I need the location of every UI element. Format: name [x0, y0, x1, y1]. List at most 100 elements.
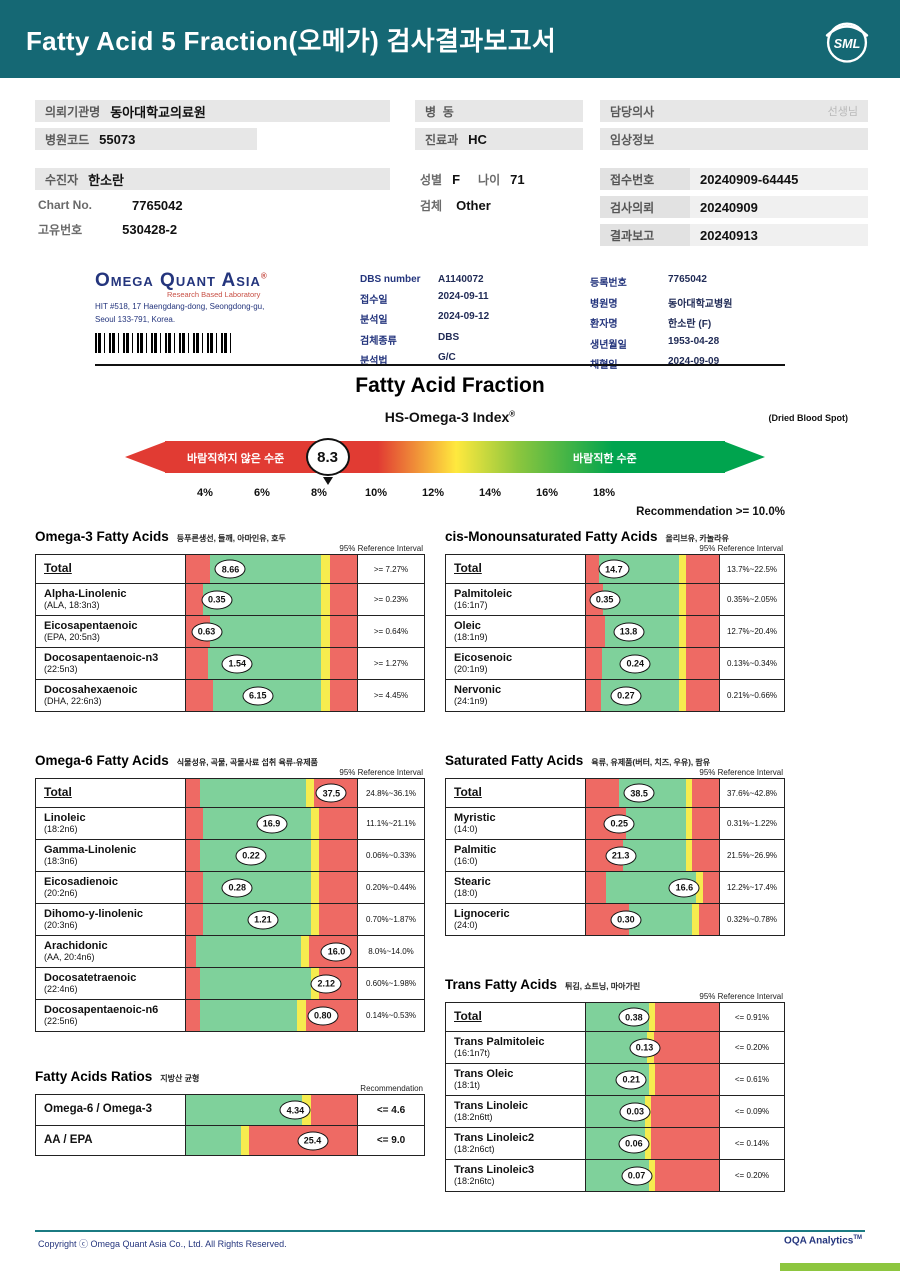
- range-bar: 21.3: [586, 840, 720, 871]
- value-marker: 16.9: [256, 814, 287, 833]
- value-marker: 0.38: [618, 1007, 650, 1027]
- analyte-cell: Trans Palmitoleic (16:1n7t): [446, 1032, 586, 1063]
- analyte-cell: Omega-6 / Omega-3: [36, 1095, 186, 1125]
- analyte-cell: Total: [446, 779, 586, 807]
- red-zone: [655, 1064, 719, 1095]
- index-name: HS-Omega-3 Index: [384, 409, 510, 425]
- analyte-name: Total: [44, 785, 72, 800]
- field-order-date: 검사의뢰 20240909: [600, 196, 868, 218]
- oqa-analytics-brand: OQA AnalyticsTM: [784, 1235, 862, 1246]
- barcode: [95, 332, 235, 353]
- detail-label: 환자명: [590, 319, 618, 330]
- field-value: 동아대학교의료원: [110, 104, 206, 120]
- lab-logo: Omega Quant Asia®: [95, 270, 785, 292]
- field-value: 20240909: [690, 196, 868, 218]
- analyte-name: Stearic: [454, 876, 491, 889]
- analyte-name: Trans Linoleic2: [454, 1132, 535, 1145]
- field-label: 병원코드: [45, 132, 90, 147]
- analyte-code: (18:1n9): [454, 631, 488, 642]
- reference-interval-label: Recommendation: [360, 1084, 423, 1093]
- yellow-zone: [648, 1064, 656, 1095]
- red-zone: [186, 904, 204, 935]
- scale-label: 8%: [311, 487, 327, 499]
- analyte-name: Docosapentaenoic-n3: [44, 652, 159, 665]
- table-section-cismono: cis-Monounsaturated Fatty Acids 올리브유, 카놀라…: [445, 528, 785, 712]
- analyte-name: Eicosenoic: [454, 652, 513, 665]
- red-zone: [319, 808, 357, 839]
- footer-divider: [35, 1230, 865, 1232]
- value-marker: 2.12: [310, 974, 342, 993]
- scale-label: 12%: [421, 487, 445, 499]
- table-row: Trans Oleic (18:1t) 0.21 <= 0.61%: [446, 1063, 784, 1095]
- red-zone: [703, 872, 719, 903]
- green-zone: [199, 968, 311, 999]
- field-department: 진료과 HC: [415, 128, 583, 150]
- analyte-code: (20:1n9): [454, 663, 488, 674]
- reference-value: 0.60%~1.98%: [365, 979, 417, 988]
- table-row: Eicosenoic (20:1n9) 0.24 0.13%~0.34%: [446, 647, 784, 679]
- sex-value: F: [452, 171, 461, 187]
- reference-value: <= 4.6: [376, 1104, 406, 1116]
- reference-value: <= 0.61%: [734, 1075, 770, 1084]
- table-title: Omega-6 Fatty Acids: [35, 753, 169, 768]
- detail-label: DBS number: [360, 274, 421, 285]
- analyte-cell: Eicosenoic (20:1n9): [446, 648, 586, 679]
- table-row: Docosatetraenoic (22:4n6) 2.12 0.60%~1.98%: [36, 967, 424, 999]
- red-zone: [655, 1003, 719, 1031]
- analyte-cell: Trans Oleic (18:1t): [446, 1064, 586, 1095]
- table-row: Docosapentaenoic-n6 (22:5n6) 0.80 0.14%~0.5…: [36, 999, 424, 1031]
- registered-mark: ®: [260, 271, 268, 281]
- lab-detail-row: DBS number A1140072: [360, 274, 489, 285]
- field-doctor: 담당의사 선생님: [600, 100, 868, 122]
- table-row: Total 38.5 37.6%~42.8%: [446, 779, 784, 807]
- analyte-name: Trans Oleic: [454, 1068, 514, 1081]
- field-sex-age: 성별 F 나이 71: [420, 168, 525, 190]
- analyte-name: Gamma-Linolenic: [44, 844, 137, 857]
- analyte-cell: Trans Linoleic (18:2n6tt): [446, 1096, 586, 1127]
- analyte-name: Eicosadienoic: [44, 876, 118, 889]
- reference-value: <= 0.20%: [734, 1043, 770, 1052]
- field-value: Other: [456, 197, 491, 213]
- reference-interval-label: 95% Reference Interval: [699, 544, 783, 553]
- analyte-cell: Gamma-Linolenic (18:3n6): [36, 840, 186, 871]
- field-value: 20240909-64445: [690, 168, 868, 190]
- table-row: Trans Linoleic (18:2n6tt) 0.03 <= 0.09%: [446, 1095, 784, 1127]
- reference-value: 12.2%~17.4%: [726, 883, 778, 892]
- footer-green-strip: [780, 1263, 900, 1271]
- table-subtitle-korean: 튀김, 쇼트닝, 마아가린: [565, 982, 641, 991]
- red-zone: [685, 584, 719, 615]
- yellow-zone: [310, 808, 320, 839]
- result-table: Total 14.7 13.7%~22.5% Palmitoleic (16:1n7) 0…: [445, 554, 785, 712]
- table-row: Arachidonic (AA, 20:4n6) 16.0 8.0%~14.0%: [36, 935, 424, 967]
- table-title: Trans Fatty Acids: [445, 977, 558, 992]
- range-bar: 38.5: [586, 779, 720, 807]
- yellow-zone: [679, 680, 686, 711]
- table-title: Fatty Acids Ratios: [35, 1069, 153, 1084]
- analyte-cell: Alpha-Linolenic (ALA, 18:3n3): [36, 584, 186, 615]
- field-hospital-code: 병원코드 55073: [35, 128, 257, 150]
- gauge-right-arrowhead-icon: [723, 441, 765, 473]
- range-bar: 37.5: [186, 779, 358, 807]
- gauge-pointer-icon: [322, 477, 333, 485]
- table-section-ratios: Fatty Acids Ratios 지방산 균형 Recommendation Om…: [35, 1068, 425, 1156]
- analyte-cell: Total: [36, 555, 186, 583]
- result-table: Total 38.5 37.6%~42.8% Myristic (14:0) 0.25 0.…: [445, 778, 785, 936]
- table-row: Lignoceric (24:0) 0.30 0.32%~0.78%: [446, 903, 784, 935]
- table-header: Trans Fatty Acids 튀김, 쇼트닝, 마아가린 95% Refere…: [445, 976, 785, 1002]
- range-bar: 0.07: [586, 1160, 720, 1191]
- value-marker: 21.3: [605, 846, 637, 865]
- yellow-zone: [679, 616, 686, 647]
- scale-label: 14%: [478, 487, 502, 499]
- green-zone: [199, 779, 306, 807]
- table-title: Saturated Fatty Acids: [445, 753, 584, 768]
- analyte-cell: Nervonic (24:1n9): [446, 680, 586, 711]
- yellow-zone: [692, 904, 700, 935]
- table-row: Trans Linoleic2 (18:2n6ct) 0.06 <= 0.14%: [446, 1127, 784, 1159]
- sex-label: 성별: [420, 172, 443, 187]
- brand-name: OQA Analytics: [784, 1235, 854, 1247]
- table-row: Total 0.38 <= 0.91%: [446, 1003, 784, 1031]
- range-bar: 4.34: [186, 1095, 358, 1125]
- gauge-left-arrowhead-icon: [125, 441, 167, 473]
- reference-value: 0.20%~0.44%: [365, 883, 417, 892]
